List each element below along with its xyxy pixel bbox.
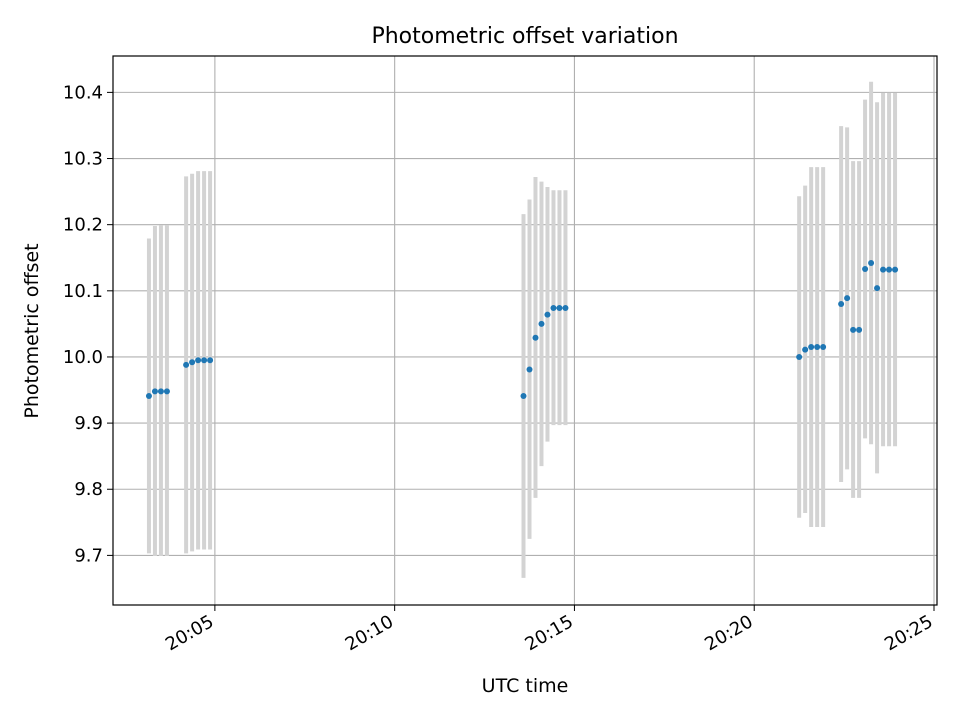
data-point — [520, 392, 527, 399]
data-point — [151, 388, 158, 395]
data-point — [820, 344, 827, 351]
y-tick-label: 10.0 — [63, 347, 103, 368]
y-tick-label: 9.9 — [74, 413, 103, 434]
data-point — [207, 357, 214, 364]
x-axis-label: UTC time — [482, 675, 569, 697]
y-tick-label: 10.2 — [63, 215, 103, 236]
data-points — [145, 260, 899, 399]
y-tick-label: 9.8 — [74, 479, 103, 500]
data-point — [189, 359, 196, 366]
data-point — [544, 311, 551, 318]
data-point — [796, 353, 803, 360]
data-point — [868, 260, 875, 267]
data-point — [850, 326, 857, 333]
chart-title: Photometric offset variation — [371, 24, 678, 49]
y-tick-label: 9.7 — [74, 545, 103, 566]
data-point — [157, 388, 164, 395]
data-point — [886, 266, 893, 273]
data-point — [808, 344, 815, 351]
data-point — [562, 305, 569, 312]
y-tick-label: 10.1 — [63, 281, 103, 302]
data-point — [550, 305, 557, 312]
data-point — [183, 361, 190, 368]
data-point — [145, 392, 152, 399]
data-point — [802, 346, 809, 353]
data-point — [556, 305, 563, 312]
data-point — [195, 357, 202, 364]
data-point — [862, 265, 869, 272]
data-point — [538, 320, 545, 327]
data-point — [532, 334, 539, 341]
data-point — [874, 285, 881, 292]
data-point — [163, 388, 170, 395]
data-point — [526, 366, 533, 373]
y-tick-label: 10.4 — [63, 82, 103, 103]
y-axis-label: Photometric offset — [21, 243, 43, 418]
data-point — [856, 326, 863, 333]
plot-frame — [112, 55, 938, 606]
data-point — [892, 266, 899, 273]
data-point — [838, 301, 845, 308]
y-axis-ticks: 9.7 9.8 9.9 10.0 10.1 10.2 10.3 10.4 — [63, 82, 113, 566]
y-tick-label: 10.3 — [63, 149, 103, 170]
data-point — [814, 344, 821, 351]
data-point — [880, 266, 887, 273]
data-point — [844, 295, 851, 302]
data-point — [201, 357, 208, 364]
